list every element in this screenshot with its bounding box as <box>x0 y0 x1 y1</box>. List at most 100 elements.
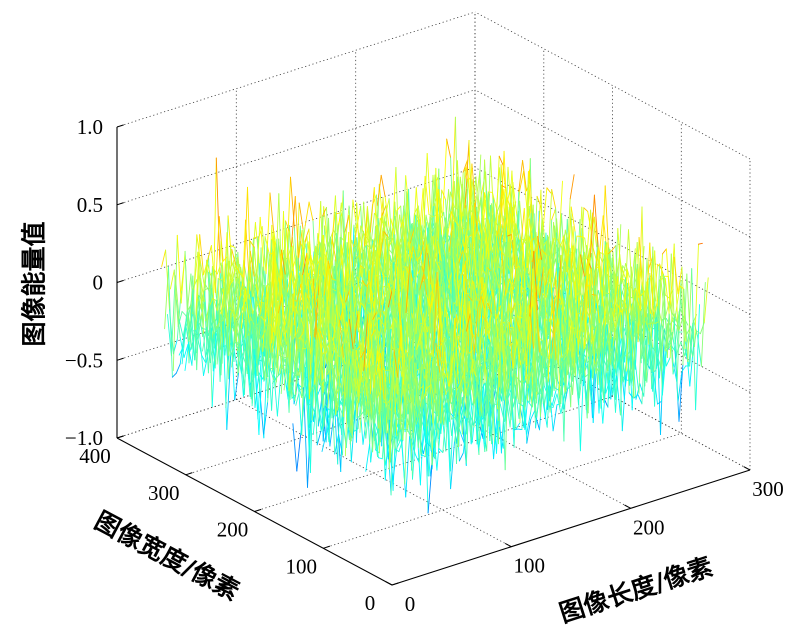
surface-segment <box>292 332 298 340</box>
surface-segment <box>499 215 505 248</box>
surface-segment <box>474 257 479 291</box>
surface-segment <box>496 305 502 320</box>
surface-segment <box>594 305 600 312</box>
surface-segment <box>274 349 280 388</box>
surface-segment <box>183 343 189 358</box>
surface-segment <box>235 317 240 345</box>
surface-segment <box>230 342 236 357</box>
surface-segment <box>437 240 442 262</box>
surface-segment <box>360 302 366 311</box>
surface-segment <box>178 346 184 356</box>
surface-segment <box>412 209 418 251</box>
surface-segment <box>507 234 512 237</box>
surface-segment <box>171 372 177 378</box>
surface-segment <box>482 215 488 261</box>
surface-segment <box>459 276 465 340</box>
surface-segment <box>325 341 331 354</box>
surface-segment <box>288 293 294 392</box>
surface-segment <box>536 273 542 291</box>
surface-segment <box>232 296 237 343</box>
surface-segment <box>512 255 518 291</box>
surface-segment <box>265 254 271 304</box>
surface-segment <box>342 321 347 396</box>
surface-segment <box>396 318 402 372</box>
surface-segment <box>583 207 589 212</box>
surface-segment <box>278 354 284 359</box>
surface-segment <box>575 251 581 279</box>
surface-segment <box>355 253 361 261</box>
surface-segment <box>536 285 542 300</box>
surface-segment <box>261 329 267 339</box>
surface-segment <box>312 278 318 341</box>
surface-segment <box>356 321 362 362</box>
surface-segment <box>268 289 274 372</box>
surface-segment <box>339 406 344 418</box>
surface-segment <box>382 292 388 352</box>
surface-segment <box>264 325 270 381</box>
surface-segment <box>416 255 422 262</box>
surface-segment <box>216 240 222 320</box>
surface-segment <box>290 196 296 248</box>
surface-segment <box>569 174 575 200</box>
surface-segment <box>591 240 596 258</box>
surface-segment <box>545 268 550 286</box>
surface-segment <box>492 289 498 320</box>
surface-segment <box>292 293 298 351</box>
surface-segment <box>235 298 240 319</box>
surface-segment <box>326 368 332 376</box>
surface-segment <box>379 310 385 336</box>
surface-segment <box>291 237 297 272</box>
surface-segment <box>441 189 447 201</box>
surface-segment <box>510 237 515 320</box>
surface-segment <box>519 200 524 245</box>
surface-segment <box>580 252 586 293</box>
surface-segment <box>378 258 384 276</box>
surface-segment <box>211 287 216 339</box>
surface-segment <box>500 164 506 223</box>
surface-segment <box>252 236 258 239</box>
surface-segment <box>370 275 376 306</box>
surface-segment <box>215 157 221 274</box>
surface-segment <box>301 309 307 435</box>
surface-segment <box>432 236 438 262</box>
surface-segment <box>501 252 507 296</box>
surface-segment <box>195 234 201 316</box>
surface-segment <box>248 331 254 376</box>
surface-segment <box>443 293 449 361</box>
surface-segment <box>222 321 228 430</box>
surface-segment <box>280 339 286 395</box>
surface-segment <box>261 343 267 349</box>
surface-segment <box>381 285 387 312</box>
surface-segment <box>243 186 248 291</box>
surface-segment <box>200 301 205 319</box>
surface-segment <box>184 340 190 371</box>
surface-segment <box>566 213 572 273</box>
surface-segment <box>590 209 595 289</box>
surface-segment <box>403 193 408 287</box>
surface-segment <box>263 339 269 439</box>
surface-segment <box>310 298 315 392</box>
surface-segment <box>467 295 473 302</box>
surface-segment <box>192 275 198 371</box>
surface-segment <box>477 192 483 213</box>
surface-segment <box>230 245 236 248</box>
surface-segment <box>373 187 379 266</box>
surface-segment <box>321 434 327 452</box>
surface-segment <box>249 316 255 326</box>
surface-segment <box>409 227 415 244</box>
surface-segment <box>337 346 342 411</box>
surface-segment <box>277 294 283 314</box>
surface-segment <box>276 368 282 417</box>
surface-segment <box>292 423 298 472</box>
surface-segment <box>426 294 431 310</box>
surface-segment <box>361 280 367 287</box>
surface-segment <box>451 116 456 233</box>
surface-segment <box>303 387 308 488</box>
surface-segment <box>281 294 287 346</box>
surface-segment <box>486 258 492 292</box>
surface-segment <box>381 238 387 306</box>
surface-segment <box>168 266 173 378</box>
surface-segment <box>365 234 370 262</box>
surface-segment <box>420 237 426 257</box>
surface-segment <box>262 285 268 353</box>
